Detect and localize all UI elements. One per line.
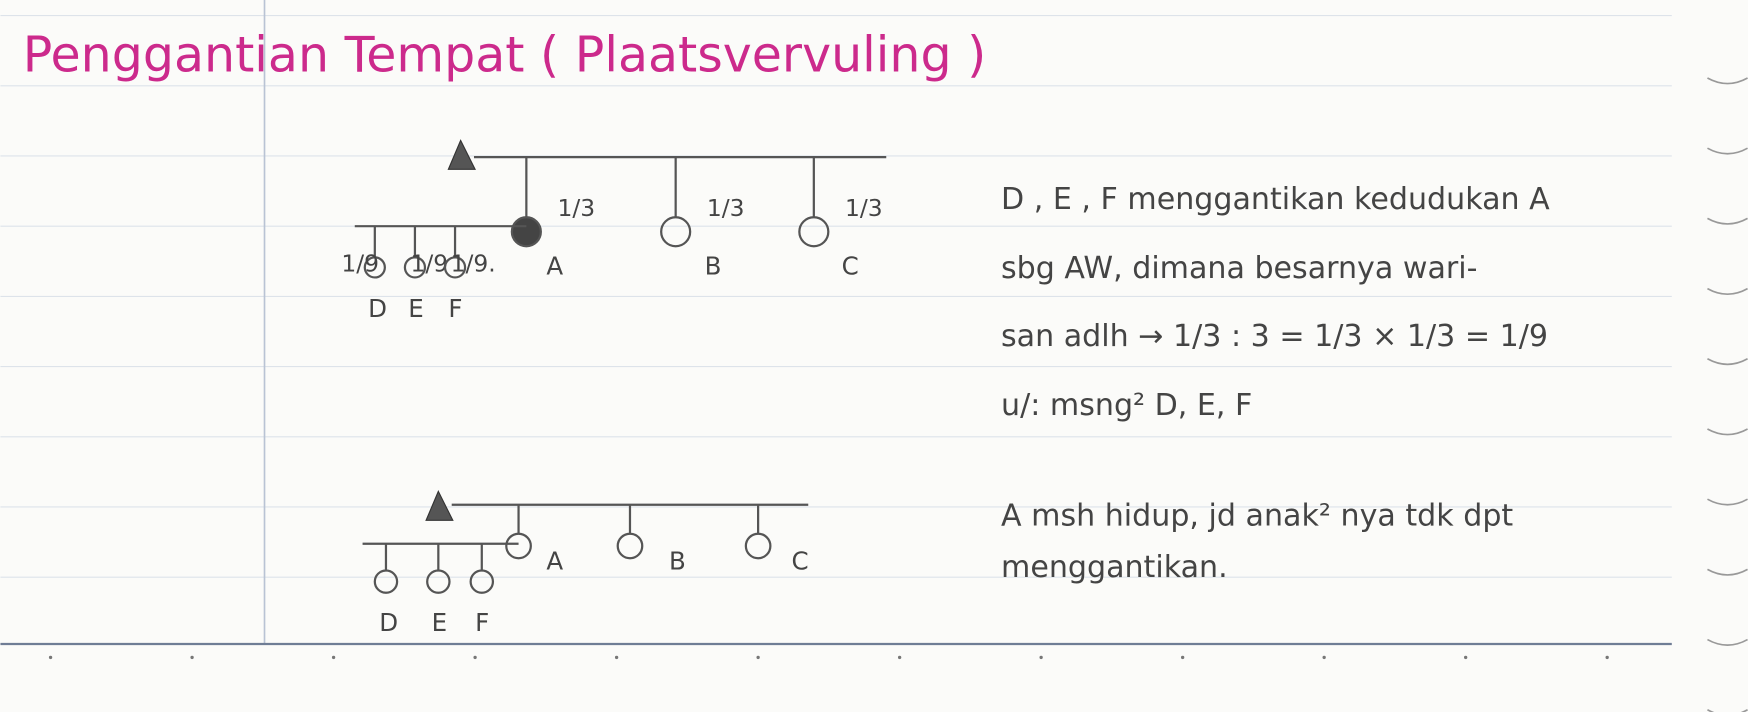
child-label: B	[705, 251, 722, 280]
child-share: 1/3	[845, 194, 883, 222]
dot	[331, 655, 336, 660]
dot	[48, 655, 53, 660]
dot	[190, 655, 194, 660]
note-line: sbg AW, dimana besarnya wari-	[1001, 251, 1477, 286]
grandchild-label: E	[408, 294, 423, 323]
grandchild-node	[469, 569, 495, 594]
grandchild-node	[363, 256, 386, 279]
grandchild-node	[443, 256, 467, 279]
grandchild-label: D	[379, 608, 398, 637]
ring-mark	[1707, 709, 1748, 712]
dot	[756, 655, 760, 660]
ring-mark	[1707, 428, 1748, 436]
title: Penggantian Tempat ( Plaatsvervuling )	[23, 25, 987, 83]
child-share: 1/3	[558, 194, 596, 222]
grandchild-label: F	[475, 608, 489, 637]
child-label: A	[546, 547, 563, 576]
dot	[1605, 655, 1609, 660]
ring-mark	[1707, 638, 1748, 646]
dot	[1039, 655, 1043, 660]
dot	[897, 655, 902, 660]
ruled-lines	[0, 15, 1672, 660]
dot	[1322, 655, 1326, 660]
grandchild-share: 1/9.	[451, 250, 496, 278]
dot	[1180, 655, 1185, 660]
grandchild-label: F	[448, 294, 462, 323]
child-node	[660, 216, 692, 248]
child-label: C	[792, 547, 809, 576]
note-line: u/: msng² D, E, F	[1001, 388, 1252, 423]
ring-mark	[1707, 568, 1748, 576]
note-line: A msh hidup, jd anak² nya tdk dpt	[1001, 499, 1513, 534]
grandchild-node	[373, 569, 399, 594]
child-share: 1/3	[707, 194, 745, 222]
child-node	[616, 532, 644, 560]
note-line: D , E , F menggantikan kedudukan A	[1001, 182, 1550, 217]
ring-mark	[1707, 77, 1748, 85]
deceased-parent	[425, 490, 454, 521]
child-label: A	[546, 251, 563, 280]
child-node	[744, 532, 772, 560]
dot	[1463, 655, 1468, 660]
child-node	[505, 532, 532, 560]
ring-mark	[1707, 147, 1748, 155]
grandchild-share: 1/9	[410, 250, 448, 278]
child-node	[798, 216, 830, 248]
ring-mark	[1707, 498, 1748, 506]
grandchild-label: D	[368, 294, 387, 323]
grandchild-share: 1/9	[341, 250, 379, 278]
child-label: C	[842, 251, 859, 280]
grandchild-node	[426, 569, 451, 594]
child-node	[510, 216, 542, 248]
deceased-parent	[447, 139, 477, 170]
note-line: menggantikan.	[1001, 550, 1228, 585]
child-label: B	[669, 547, 686, 576]
ring-mark	[1707, 287, 1748, 295]
grandchild-node	[403, 256, 427, 279]
ring-mark	[1707, 217, 1748, 225]
ring-mark	[1707, 358, 1748, 366]
grandchild-label: E	[432, 608, 447, 637]
note-line: san adlh → 1/3 : 3 = 1/3 × 1/3 = 1/9	[1001, 319, 1548, 354]
dot	[614, 655, 619, 660]
dot	[473, 655, 477, 660]
